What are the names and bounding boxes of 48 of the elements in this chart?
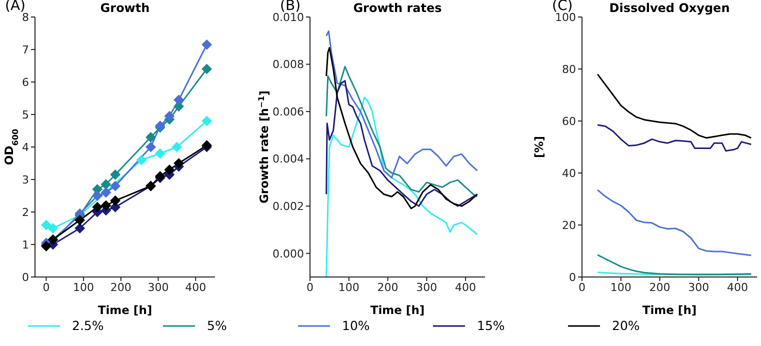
x-tick-label: 200 [649, 280, 670, 294]
y-tick-label: 20 [562, 218, 576, 232]
y-tick-label: 0.002 [272, 200, 304, 213]
x-tick-label: 100 [610, 280, 632, 294]
chart-title: Dissolved Oxygen [608, 1, 731, 15]
y-tick-label: 3 [22, 173, 29, 186]
x-tick-label: 300 [148, 280, 169, 294]
y-tick-label: 0.000 [272, 247, 304, 260]
y-tick-label: 100 [555, 10, 576, 24]
x-tick-label: 100 [73, 280, 94, 294]
x-axis-title: Time [h] [370, 303, 425, 317]
y-tick-label: 0.004 [272, 152, 304, 166]
x-tick-label: 100 [338, 280, 360, 294]
y-tick-label: 5 [22, 108, 29, 122]
y-tick-label: 4 [22, 140, 29, 154]
y-tick-label: 8 [22, 10, 29, 24]
x-tick-label: 200 [377, 280, 398, 294]
y-tick-label: 0 [22, 270, 29, 284]
y-tick-label: 0.008 [272, 58, 304, 72]
y-tick-label: 2 [22, 206, 29, 219]
y-tick-label: 7 [22, 43, 29, 56]
y-tick-label: 0 [569, 270, 576, 284]
y-tick-label: 80 [562, 62, 576, 76]
legend-label: 20% [612, 318, 640, 333]
legend-label: 10% [342, 318, 370, 333]
x-axis-title: Time [h] [98, 303, 152, 317]
y-tick-label: 0.010 [272, 10, 304, 24]
x-tick-label: 300 [416, 280, 438, 294]
x-tick-label: 300 [688, 280, 710, 294]
y-axis-title: [%] [532, 136, 546, 158]
legend-label: 2.5% [72, 318, 104, 333]
y-tick-label: 40 [562, 166, 576, 180]
x-tick-label: 0 [306, 280, 314, 294]
x-tick-label: 0 [42, 280, 50, 294]
y-tick-label: 0.006 [272, 105, 304, 118]
x-tick-label: 400 [455, 280, 476, 294]
x-tick-label: 200 [110, 280, 132, 294]
x-axis-title: Time [h] [642, 303, 697, 317]
y-tick-label: 6 [22, 76, 29, 89]
y-tick-label: 1 [22, 238, 29, 252]
legend-label: 15% [477, 318, 505, 333]
x-tick-label: 400 [185, 280, 206, 294]
x-tick-label: 0 [578, 280, 586, 294]
legend-label: 5% [207, 318, 227, 333]
y-tick-label: 60 [562, 114, 576, 128]
chart-title: Growth rates [352, 1, 443, 15]
chart-title: Growth [99, 1, 151, 15]
x-tick-label: 400 [727, 280, 748, 294]
